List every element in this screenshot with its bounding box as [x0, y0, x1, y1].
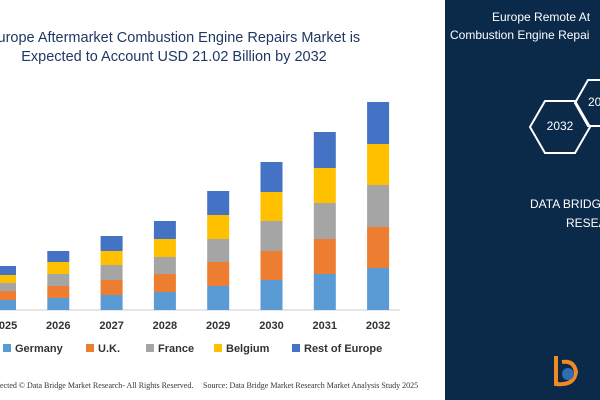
bar-segment	[47, 298, 70, 310]
legend-swatch	[214, 344, 222, 352]
bar-segment	[0, 275, 16, 283]
bar-segment	[367, 268, 390, 310]
bar-segment	[207, 191, 230, 215]
chart-title: Europe Aftermarket Combustion Engine Rep…	[0, 30, 360, 46]
bar-segment	[153, 239, 176, 257]
bar-segment	[153, 274, 176, 292]
x-tick-label: 2032	[366, 320, 390, 332]
bar-segment	[100, 280, 123, 295]
legend-swatch	[146, 344, 154, 352]
panel-title: Combustion Engine Repai	[450, 28, 589, 42]
copyright: ected © Data Bridge Market Research- All…	[0, 381, 193, 390]
bar-segment	[313, 203, 336, 239]
bar-segment	[47, 274, 70, 286]
panel-background	[445, 0, 600, 400]
x-tick-label: 2027	[99, 320, 123, 332]
bar-segment	[313, 274, 336, 310]
bar-segment	[313, 239, 336, 274]
bar-segment	[367, 102, 390, 144]
x-tick-label: 2029	[206, 320, 230, 332]
legend-swatch	[292, 344, 300, 352]
bar-segment	[260, 221, 283, 251]
brand-text: RESEA	[566, 216, 600, 230]
hexagon	[573, 79, 600, 127]
source: Source: Data Bridge Market Research Mark…	[203, 381, 418, 390]
bar-segment	[207, 215, 230, 239]
bar-segment	[0, 300, 16, 310]
legend-swatch	[3, 344, 11, 352]
bar-segment	[313, 168, 336, 203]
bar-segment	[100, 295, 123, 310]
bar-segment	[153, 257, 176, 274]
bar-segment	[100, 265, 123, 280]
bar-segment	[260, 192, 283, 221]
bar-segment	[0, 291, 16, 300]
legend-swatch	[86, 344, 94, 352]
legend-label: Germany	[15, 343, 64, 355]
hex-label: 20	[588, 95, 600, 109]
bar-segment	[207, 262, 230, 286]
bar-segment	[100, 251, 123, 265]
chart-title: Expected to Account USD 21.02 Billion by…	[21, 49, 327, 65]
x-tick-label: 2028	[153, 320, 177, 332]
x-tick-label: 2026	[46, 320, 70, 332]
legend-label: France	[158, 343, 194, 355]
logo	[562, 368, 574, 380]
bar-segment	[153, 292, 176, 310]
bar-segment	[153, 221, 176, 239]
hex-label: 2032	[547, 119, 574, 133]
bar-segment	[260, 251, 283, 280]
panel-title: Europe Remote At	[492, 10, 591, 24]
bar-segment	[367, 227, 390, 268]
bar-segment	[100, 236, 123, 251]
logo	[554, 356, 579, 387]
bar-segment	[367, 144, 390, 185]
bar-segment	[260, 162, 283, 192]
bar-segment	[0, 266, 16, 275]
bar-segment	[47, 251, 70, 262]
x-tick-label: 2031	[313, 320, 337, 332]
legend-label: Belgium	[226, 343, 270, 355]
bar-segment	[313, 132, 336, 168]
bar-segment	[367, 185, 390, 227]
bar-segment	[207, 239, 230, 262]
legend-label: U.K.	[98, 343, 120, 355]
legend-label: Rest of Europe	[304, 343, 382, 355]
bar-segment	[47, 286, 70, 298]
brand-text: DATA BRIDG	[530, 197, 600, 211]
side-panel: Europe Remote At Combustion Engine Repai…	[445, 0, 600, 400]
x-tick-label: 2030	[259, 320, 283, 332]
x-tick-label: 2025	[0, 320, 17, 332]
bar-segment	[260, 280, 283, 310]
bar-segment	[0, 283, 16, 291]
bar-segment	[207, 286, 230, 310]
bar-segment	[47, 262, 70, 274]
